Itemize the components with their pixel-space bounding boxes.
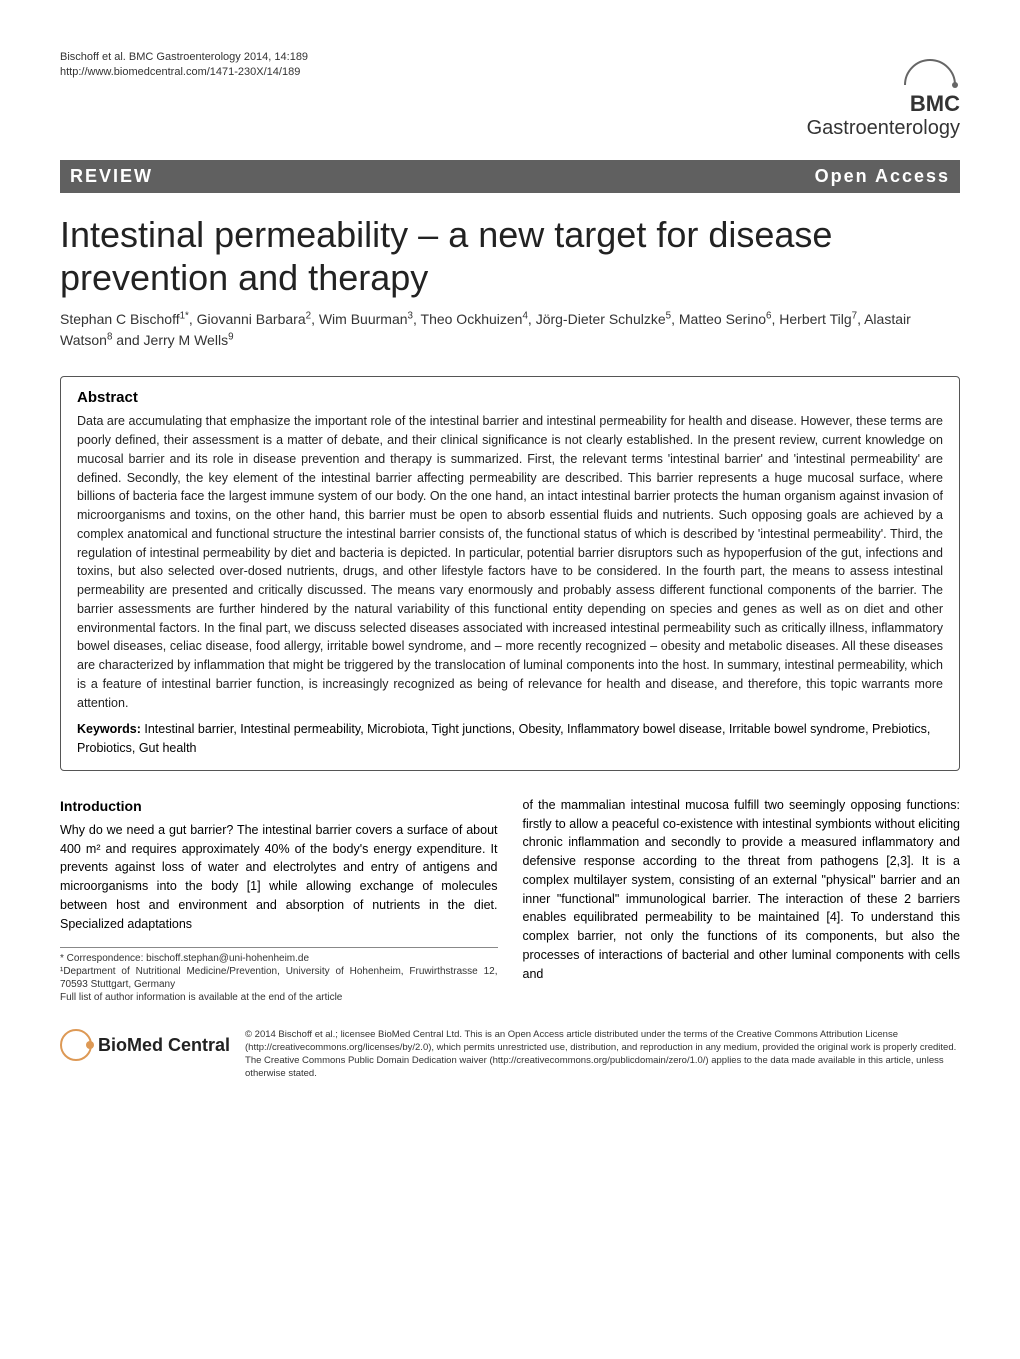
bmc-circle-icon [60, 1029, 92, 1061]
article-type: REVIEW [70, 166, 153, 187]
abstract-box: Abstract Data are accumulating that emph… [60, 376, 960, 771]
correspondence-email: * Correspondence: bischoff.stephan@uni-h… [60, 952, 498, 965]
abstract-body: Data are accumulating that emphasize the… [77, 412, 943, 712]
body-columns: Introduction Why do we need a gut barrie… [60, 796, 960, 1005]
correspondence-affiliation: ¹Department of Nutritional Medicine/Prev… [60, 965, 498, 991]
journal-logo: BMC Gastroenterology [807, 50, 960, 140]
introduction-text-right: of the mammalian intestinal mucosa fulfi… [523, 796, 961, 984]
author-info-note: Full list of author information is avail… [60, 991, 498, 1004]
bmc-arc-icon [900, 50, 960, 88]
citation-line-1: Bischoff et al. BMC Gastroenterology 201… [60, 50, 308, 65]
authors-list: Stephan C Bischoff1*, Giovanni Barbara2,… [60, 309, 960, 351]
article-title: Intestinal permeability – a new target f… [60, 213, 960, 299]
license-text: © 2014 Bischoff et al.; licensee BioMed … [245, 1029, 960, 1080]
keywords-line: Keywords: Intestinal barrier, Intestinal… [77, 720, 943, 758]
left-column: Introduction Why do we need a gut barrie… [60, 796, 498, 1005]
keywords-text: Intestinal barrier, Intestinal permeabil… [77, 722, 930, 755]
footer: BioMed Central © 2014 Bischoff et al.; l… [60, 1029, 960, 1080]
logo-prefix: BMC [910, 91, 960, 116]
keywords-label: Keywords: [77, 722, 141, 736]
review-bar: REVIEW Open Access [60, 160, 960, 193]
open-access-label: Open Access [815, 166, 950, 187]
correspondence-footnote: * Correspondence: bischoff.stephan@uni-h… [60, 947, 498, 1004]
introduction-text-left: Why do we need a gut barrier? The intest… [60, 821, 498, 934]
citation-url: http://www.biomedcentral.com/1471-230X/1… [60, 65, 308, 80]
introduction-heading: Introduction [60, 796, 498, 817]
bmc-footer-label: BioMed Central [98, 1033, 230, 1057]
right-column: of the mammalian intestinal mucosa fulfi… [523, 796, 961, 1005]
biomed-central-logo: BioMed Central [60, 1029, 230, 1061]
abstract-heading: Abstract [77, 389, 943, 406]
citation: Bischoff et al. BMC Gastroenterology 201… [60, 50, 308, 81]
page-header: Bischoff et al. BMC Gastroenterology 201… [60, 50, 960, 140]
logo-journal: Gastroenterology [807, 117, 960, 139]
